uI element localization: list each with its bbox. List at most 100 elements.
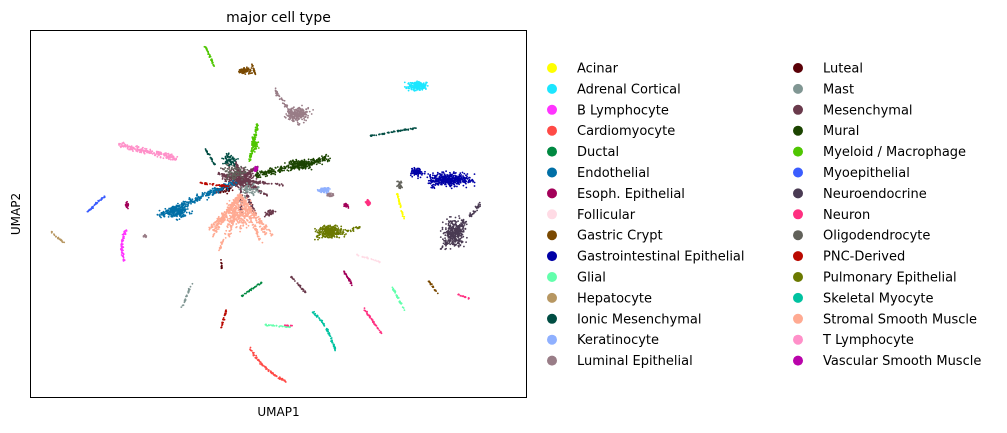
scatter-point bbox=[234, 204, 236, 207]
scatter-point bbox=[292, 119, 295, 122]
scatter-point bbox=[255, 180, 258, 183]
scatter-point bbox=[251, 137, 254, 140]
scatter-point bbox=[178, 218, 181, 221]
scatter-point bbox=[231, 177, 234, 180]
scatter-point bbox=[250, 155, 253, 158]
scatter-point bbox=[231, 166, 233, 169]
scatter-point bbox=[280, 97, 283, 100]
scatter-point bbox=[439, 177, 441, 180]
scatter-point bbox=[254, 165, 257, 168]
scatter-point bbox=[248, 171, 251, 174]
scatter-point bbox=[399, 185, 402, 188]
scatter-point bbox=[277, 94, 280, 97]
scatter-point bbox=[245, 183, 247, 186]
scatter-point bbox=[271, 170, 273, 173]
scatter-point bbox=[432, 172, 434, 175]
scatter-point bbox=[262, 231, 264, 233]
scatter-point bbox=[245, 203, 248, 206]
scatter-point bbox=[225, 162, 227, 164]
scatter-point bbox=[246, 186, 249, 189]
scatter-point bbox=[205, 149, 207, 152]
scatter-point bbox=[175, 213, 177, 216]
scatter-point bbox=[248, 179, 251, 182]
scatter-point bbox=[125, 145, 127, 148]
scatter-point bbox=[241, 204, 244, 207]
scatter-point bbox=[239, 191, 242, 194]
scatter-point bbox=[284, 116, 287, 119]
scatter-point bbox=[215, 220, 218, 222]
scatter-point bbox=[153, 152, 156, 155]
scatter-point bbox=[188, 198, 191, 201]
scatter-point bbox=[122, 233, 125, 236]
scatter-point bbox=[421, 85, 424, 87]
scatter-point bbox=[157, 214, 159, 216]
scatter-point bbox=[250, 67, 253, 69]
scatter-point bbox=[303, 117, 305, 120]
scatter-point bbox=[206, 48, 208, 51]
scatter-point bbox=[239, 219, 242, 222]
scatter-point bbox=[167, 209, 170, 212]
scatter-point bbox=[238, 176, 240, 179]
scatter-point bbox=[247, 204, 249, 207]
scatter-point bbox=[240, 213, 243, 216]
scatter-point bbox=[197, 196, 200, 198]
scatter-point bbox=[251, 168, 253, 171]
scatter-point bbox=[244, 221, 247, 224]
scatter-point bbox=[438, 181, 440, 183]
scatter-point bbox=[239, 194, 242, 196]
scatter-point bbox=[285, 165, 288, 168]
scatter-point bbox=[403, 81, 406, 84]
scatter-point bbox=[397, 195, 399, 198]
scatter-point bbox=[444, 183, 447, 186]
scatter-point bbox=[249, 191, 251, 194]
scatter-point bbox=[295, 112, 298, 115]
scatter-point bbox=[222, 157, 225, 160]
scatter-point bbox=[185, 211, 188, 214]
scatter-point bbox=[249, 200, 252, 202]
scatter-point bbox=[252, 176, 254, 179]
scatter-point bbox=[473, 185, 476, 187]
scatter-point bbox=[294, 161, 296, 164]
scatter-point bbox=[167, 152, 170, 155]
scatter-point bbox=[378, 133, 381, 136]
scatter-point bbox=[90, 208, 92, 211]
scatter-point bbox=[435, 178, 437, 181]
scatter-point bbox=[239, 200, 242, 203]
scatter-point bbox=[234, 211, 237, 214]
scatter-point bbox=[215, 226, 218, 228]
scatter-point bbox=[181, 215, 184, 218]
scatter-point bbox=[137, 146, 140, 149]
scatter-point bbox=[228, 230, 231, 232]
scatter-point bbox=[453, 171, 455, 173]
scatter-point bbox=[243, 208, 246, 211]
scatter-point bbox=[441, 171, 443, 174]
scatter-point bbox=[190, 202, 192, 205]
scatter-point bbox=[223, 184, 225, 187]
scatter-point bbox=[305, 119, 307, 122]
scatter-point bbox=[447, 182, 450, 185]
scatter-point bbox=[222, 218, 225, 221]
scatter-point bbox=[318, 189, 321, 192]
scatter-point bbox=[136, 145, 138, 147]
scatter-point bbox=[208, 56, 211, 58]
scatter-point bbox=[191, 198, 194, 201]
scatter-point bbox=[426, 81, 428, 84]
scatter-point bbox=[219, 223, 222, 225]
scatter-point bbox=[299, 164, 302, 167]
scatter-point bbox=[151, 153, 154, 155]
scatter-point bbox=[124, 230, 127, 232]
scatter-point bbox=[416, 80, 418, 83]
scatter-point bbox=[298, 167, 301, 169]
scatter-point bbox=[465, 186, 468, 189]
scatter-point bbox=[282, 167, 284, 170]
scatter-point bbox=[439, 236, 442, 239]
scatter-point bbox=[439, 174, 442, 177]
scatter-point bbox=[287, 167, 290, 169]
scatter-point bbox=[167, 212, 170, 215]
scatter-point bbox=[296, 117, 298, 120]
scatter-point bbox=[371, 134, 374, 137]
scatter-point bbox=[198, 199, 201, 202]
scatter-point bbox=[410, 171, 413, 173]
scatter-point bbox=[403, 217, 405, 220]
